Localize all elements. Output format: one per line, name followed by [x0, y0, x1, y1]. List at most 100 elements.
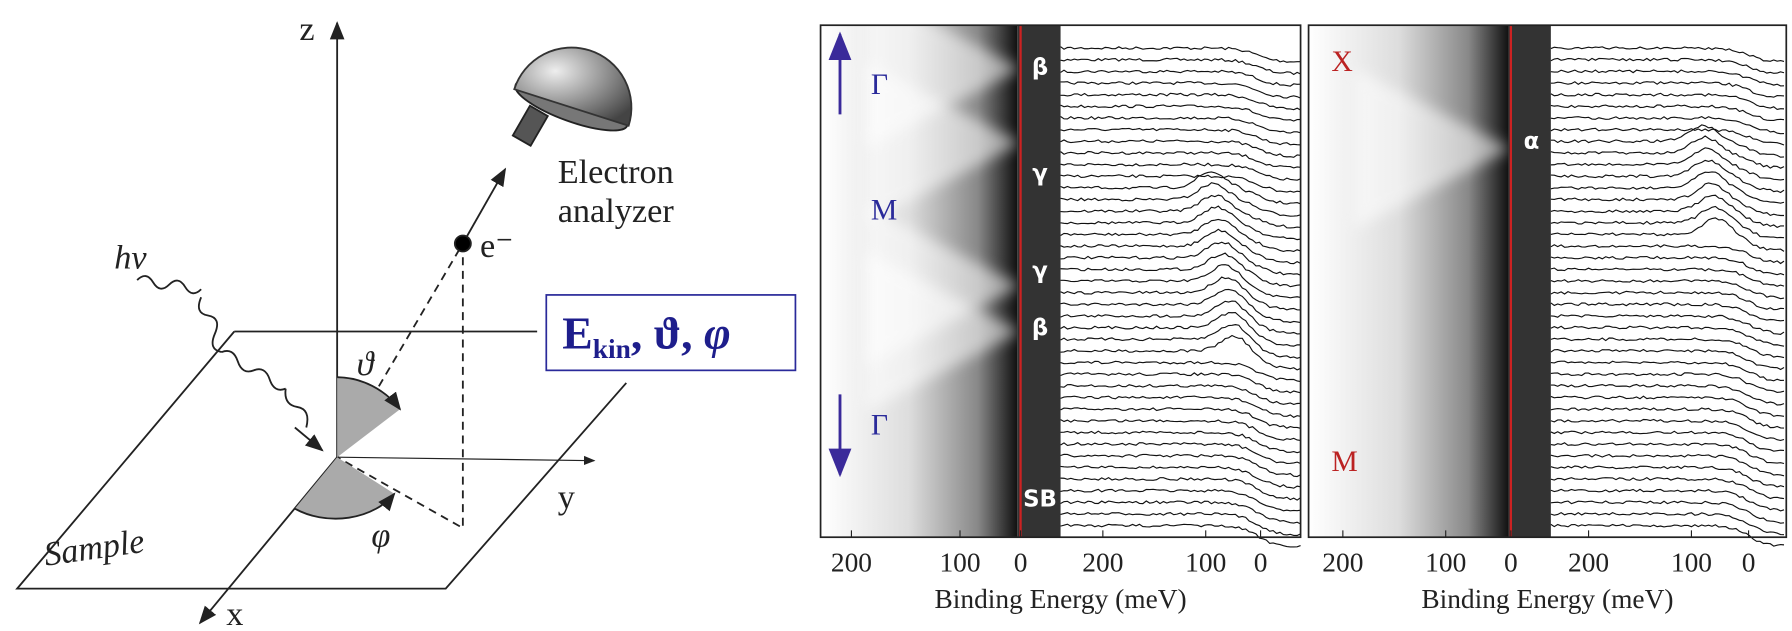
symmetry-point: M [1331, 446, 1357, 478]
edc-curve [1060, 442, 1301, 465]
edc-curve [1060, 57, 1301, 76]
edc-curve [1060, 46, 1301, 63]
theta-label: ϑ [357, 345, 376, 383]
spectra-panel: β γ γ β SB Γ M Γ 200 100 0 200 100 0 Binding Energy (m… [819, 0, 1302, 614]
edc-curve [1550, 290, 1785, 311]
edc-curve [1550, 488, 1785, 512]
edc-curve [1060, 383, 1301, 406]
measured-part: E [562, 308, 592, 359]
measured-part: φ [704, 308, 731, 359]
edc-curve [1060, 139, 1301, 158]
symmetry-point: Γ [871, 69, 888, 101]
edc-curve [1550, 182, 1784, 217]
dispersion-feature [866, 0, 1021, 149]
edc-curve [1060, 69, 1301, 87]
edc-curve [1550, 57, 1785, 74]
x-axis [198, 456, 338, 625]
edc-curve [1550, 477, 1785, 500]
edc-curve [1060, 372, 1301, 394]
edc-curve [1060, 104, 1301, 122]
measured-box [545, 294, 797, 372]
z-label: z [299, 10, 314, 48]
edc-curve [1060, 512, 1301, 537]
edc-curve [1060, 127, 1301, 146]
x-label: x [226, 595, 243, 631]
theta-sector [337, 377, 400, 458]
band-label: β [1032, 54, 1048, 80]
measured-part: , ϑ, [631, 308, 704, 359]
measured-label: Ekin, ϑ, φ [562, 308, 730, 364]
sample-plane [15, 330, 627, 590]
tick-label: 0 [1742, 547, 1756, 577]
edc-curve [1060, 205, 1301, 241]
edc-curve [1550, 337, 1785, 359]
phi-arc [294, 492, 396, 520]
edc-curve [1550, 217, 1785, 252]
dispersion-feature [1354, 68, 1511, 229]
symmetry-point: Γ [871, 409, 888, 441]
edc-curve [1550, 124, 1785, 158]
edc-curve [1060, 150, 1301, 169]
phi-label: φ [371, 516, 390, 554]
edc-curve [1060, 300, 1301, 335]
edc-curve [1060, 465, 1301, 489]
panel-frame [819, 24, 1302, 539]
edc-curve [1550, 194, 1784, 229]
edc-curve [1060, 228, 1301, 265]
edc-curve [1550, 325, 1785, 347]
edc-curve [1550, 430, 1785, 452]
analyzer-stem [511, 104, 550, 148]
edc-curve [1060, 324, 1301, 359]
emission-arrow [462, 167, 507, 244]
edc-curve [1060, 360, 1301, 383]
edc-curve [1060, 311, 1301, 347]
spectra-panel: α X M 200 100 0 200 100 0 Binding Energy (meV) [1307, 24, 1788, 614]
edc-curve [1550, 104, 1785, 121]
edc-curve [1060, 276, 1301, 311]
panel-frame [1307, 24, 1788, 539]
edc-curve [1060, 395, 1301, 418]
edc-curve [1550, 267, 1785, 287]
y-label: y [558, 479, 575, 517]
edc-curve [1550, 69, 1785, 87]
x-axis-label: Binding Energy (meV) [1421, 584, 1673, 614]
edc-curve [1550, 205, 1785, 239]
tick-label: 0 [1254, 547, 1268, 577]
tick-label: 100 [1185, 547, 1226, 577]
edc-curve [1550, 127, 1785, 146]
tick-label: 100 [939, 547, 980, 577]
band-label: γ [1032, 258, 1048, 284]
edc-curve [1550, 348, 1785, 371]
edc-curve [1060, 252, 1301, 288]
x-axis-label: Binding Energy (meV) [934, 584, 1186, 614]
edc-curve [1060, 182, 1301, 217]
tick-label: 200 [831, 547, 872, 577]
edc-curve [1550, 46, 1785, 62]
edc-curve [1550, 302, 1785, 322]
edc-curve [1060, 419, 1301, 441]
edc-curve [1060, 288, 1301, 324]
edc-curve [1060, 523, 1301, 548]
edc-curve [1060, 241, 1301, 276]
band-label: γ [1032, 161, 1048, 187]
edc-curve [1550, 244, 1785, 265]
electron-dot [453, 234, 472, 253]
edc-curve [1550, 92, 1785, 111]
sample-label: Sample [42, 522, 147, 574]
edc-curve [1550, 407, 1785, 429]
electron-label: e⁻ [480, 227, 513, 265]
edc-curve [1060, 407, 1301, 429]
edc-curve [1060, 264, 1301, 299]
edc-curve [1550, 147, 1785, 181]
tick-label: 200 [1322, 547, 1363, 577]
edc-curve [1060, 430, 1301, 454]
edc-curve [1550, 383, 1785, 406]
tick-label: 0 [1014, 547, 1028, 577]
arpes-schematic [15, 21, 797, 625]
edc-curve [1550, 171, 1785, 204]
edc-curve [1060, 81, 1301, 99]
edc-curve [1060, 334, 1301, 371]
analyzer-dome [513, 46, 633, 127]
edc-curve [1060, 500, 1301, 525]
analyzer-label: Electron [558, 153, 674, 191]
